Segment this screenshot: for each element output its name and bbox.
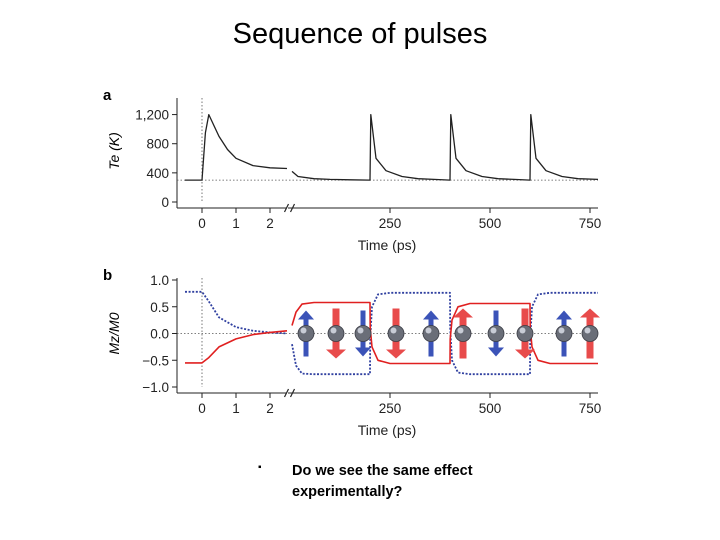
- panel-b-chart: b −1.0 −0.5 0.0 0.5 1.0 Mz/M0 0 1 2 250 500 750 Time …: [103, 267, 601, 438]
- atom-highlight: [558, 327, 565, 334]
- axis-break-mark: [283, 203, 290, 213]
- red-spin-arrow-head: [386, 349, 406, 359]
- axis-break-mark: [289, 203, 296, 213]
- atom-highlight: [490, 327, 497, 334]
- atom-sphere: [555, 325, 573, 342]
- red-spin-arrow-head: [453, 308, 473, 318]
- x-tick-label: 250: [379, 401, 402, 416]
- atom-highlight: [357, 327, 364, 334]
- x-tick-label: 750: [579, 216, 602, 231]
- atom-sphere: [422, 325, 440, 342]
- atom-sphere: [354, 325, 372, 342]
- slide-title: Sequence of pulses: [232, 18, 488, 50]
- atom-sphere: [516, 325, 534, 342]
- y-tick-label: 1.0: [150, 273, 169, 288]
- y-axis-label: Mz/M0: [106, 312, 122, 354]
- series-line: [291, 291, 598, 376]
- axis-break-mark: [289, 388, 296, 398]
- atom-highlight: [300, 327, 307, 334]
- y-tick-label: 0.5: [150, 300, 169, 315]
- blue-spin-arrow-head: [298, 310, 314, 320]
- x-tick-label: 0: [198, 216, 206, 231]
- atom-sphere: [327, 325, 345, 342]
- panel-a-chart: a 0 400 800 1,200 Te (K) 0 1 2 250 500 750 Time (ps): [103, 87, 601, 253]
- y-tick-label: 0: [161, 195, 169, 210]
- x-tick-label: 500: [479, 401, 502, 416]
- x-tick-label: 0: [198, 401, 206, 416]
- panel-letter: a: [103, 87, 112, 104]
- y-tick-label: 400: [146, 166, 169, 181]
- y-tick-label: 1,200: [135, 108, 169, 123]
- blue-spin-arrow-head: [556, 310, 572, 320]
- atom-highlight: [425, 327, 432, 334]
- bullet-text: Do we see the same effect experimentally…: [292, 463, 473, 500]
- x-tick-label: 1: [232, 216, 240, 231]
- atom-highlight: [519, 327, 526, 334]
- atom-sphere: [387, 325, 405, 342]
- series-line: [291, 113, 599, 181]
- x-tick-label: 500: [479, 216, 502, 231]
- atom-sphere: [297, 325, 315, 342]
- series-line: [185, 290, 288, 335]
- axis-break-mark: [283, 388, 290, 398]
- red-spin-arrow-head: [580, 308, 600, 318]
- bullet-marker: ▪: [258, 462, 262, 473]
- y-tick-label: 0.0: [150, 327, 169, 342]
- atom-sphere: [581, 325, 599, 342]
- series-line: [185, 113, 288, 181]
- y-tick-label: −0.5: [142, 353, 169, 368]
- series-line: [291, 301, 598, 365]
- atom-sphere: [487, 325, 505, 342]
- red-spin-arrow-head: [326, 349, 346, 359]
- atom-highlight: [390, 327, 397, 334]
- x-tick-label: 2: [266, 401, 274, 416]
- red-spin-arrow-head: [515, 349, 535, 359]
- blue-spin-arrow-head: [488, 347, 504, 357]
- x-axis-label: Time (ps): [358, 237, 417, 253]
- blue-spin-arrow-head: [423, 310, 439, 320]
- y-axis-label: Te (K): [106, 132, 122, 170]
- x-axis-label: Time (ps): [358, 422, 417, 438]
- panel-letter: b: [103, 267, 112, 284]
- x-tick-label: 1: [232, 401, 240, 416]
- y-tick-label: 800: [146, 137, 169, 152]
- series-line: [185, 330, 288, 364]
- x-tick-label: 250: [379, 216, 402, 231]
- atom-highlight: [584, 327, 591, 334]
- x-tick-label: 2: [266, 216, 274, 231]
- blue-spin-arrow-head: [355, 347, 371, 357]
- atom-highlight: [457, 327, 464, 334]
- x-tick-label: 750: [579, 401, 602, 416]
- atom-sphere: [454, 325, 472, 342]
- y-tick-label: −1.0: [142, 380, 169, 395]
- atom-highlight: [330, 327, 337, 334]
